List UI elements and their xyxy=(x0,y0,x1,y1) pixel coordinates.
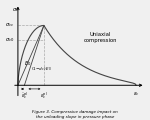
Text: $\tilde{\varepsilon}_c^{pl}$: $\tilde{\varepsilon}_c^{pl}$ xyxy=(21,90,28,101)
Text: $\varepsilon_c^{pl}$: $\varepsilon_c^{pl}$ xyxy=(40,90,48,101)
Text: $\sigma_c$: $\sigma_c$ xyxy=(12,6,19,14)
Text: $\varepsilon_c$: $\varepsilon_c$ xyxy=(132,90,140,98)
Text: Figure 3. Compressive damage impact on
the unloading slope in pressure phase: Figure 3. Compressive damage impact on t… xyxy=(32,110,118,119)
Text: $\sigma_{c0}$: $\sigma_{c0}$ xyxy=(5,36,14,44)
Text: Uniaxial
compression: Uniaxial compression xyxy=(84,32,117,43)
Text: $\sigma_{cc}$: $\sigma_{cc}$ xyxy=(5,21,14,29)
Text: $(1\!-\!d_c)\,E_0$: $(1\!-\!d_c)\,E_0$ xyxy=(31,65,52,73)
Text: $E_0$: $E_0$ xyxy=(24,59,32,68)
